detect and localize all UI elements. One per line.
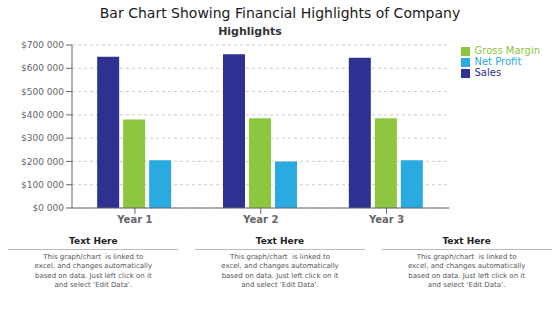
svg-text:$300 000: $300 000 — [21, 133, 64, 143]
html-text:Net Profit: Net Profit — [474, 56, 522, 67]
html-text:Bar Chart Showing Financial Hi: Bar Chart Showing Financial Highlights o… — [99, 5, 461, 21]
svg-text:Year 2: Year 2 — [242, 214, 278, 225]
svg-text:$0 000: $0 000 — [33, 203, 65, 213]
svg-text:$700 000: $700 000 — [21, 40, 64, 50]
svg-text:Year 1: Year 1 — [116, 214, 152, 225]
html-text:Text Here: Text Here — [255, 236, 305, 246]
svg-text:$600 000: $600 000 — [21, 63, 64, 73]
svg-text:Year 3: Year 3 — [368, 214, 404, 225]
html-text:Text Here: Text Here — [69, 236, 118, 246]
html-text:This graph/chart is linked to: This graph/chart is linked to excel, and… — [407, 253, 526, 290]
svg-text:$400 000: $400 000 — [21, 110, 64, 120]
html-text:Sales: Sales — [474, 67, 502, 78]
svg-text:$200 000: $200 000 — [21, 157, 64, 167]
svg-text:$500 000: $500 000 — [21, 87, 64, 97]
html-text:Gross Margin: Gross Margin — [474, 45, 540, 56]
html-text:Highlights: Highlights — [218, 25, 282, 38]
html-text:Text Here: Text Here — [442, 236, 491, 246]
svg-text:$100 000: $100 000 — [21, 180, 64, 190]
html-text:This graph/chart is linked to: This graph/chart is linked to excel, and… — [221, 253, 339, 290]
html-text:This graph/chart is linked to: This graph/chart is linked to excel, and… — [34, 253, 153, 290]
